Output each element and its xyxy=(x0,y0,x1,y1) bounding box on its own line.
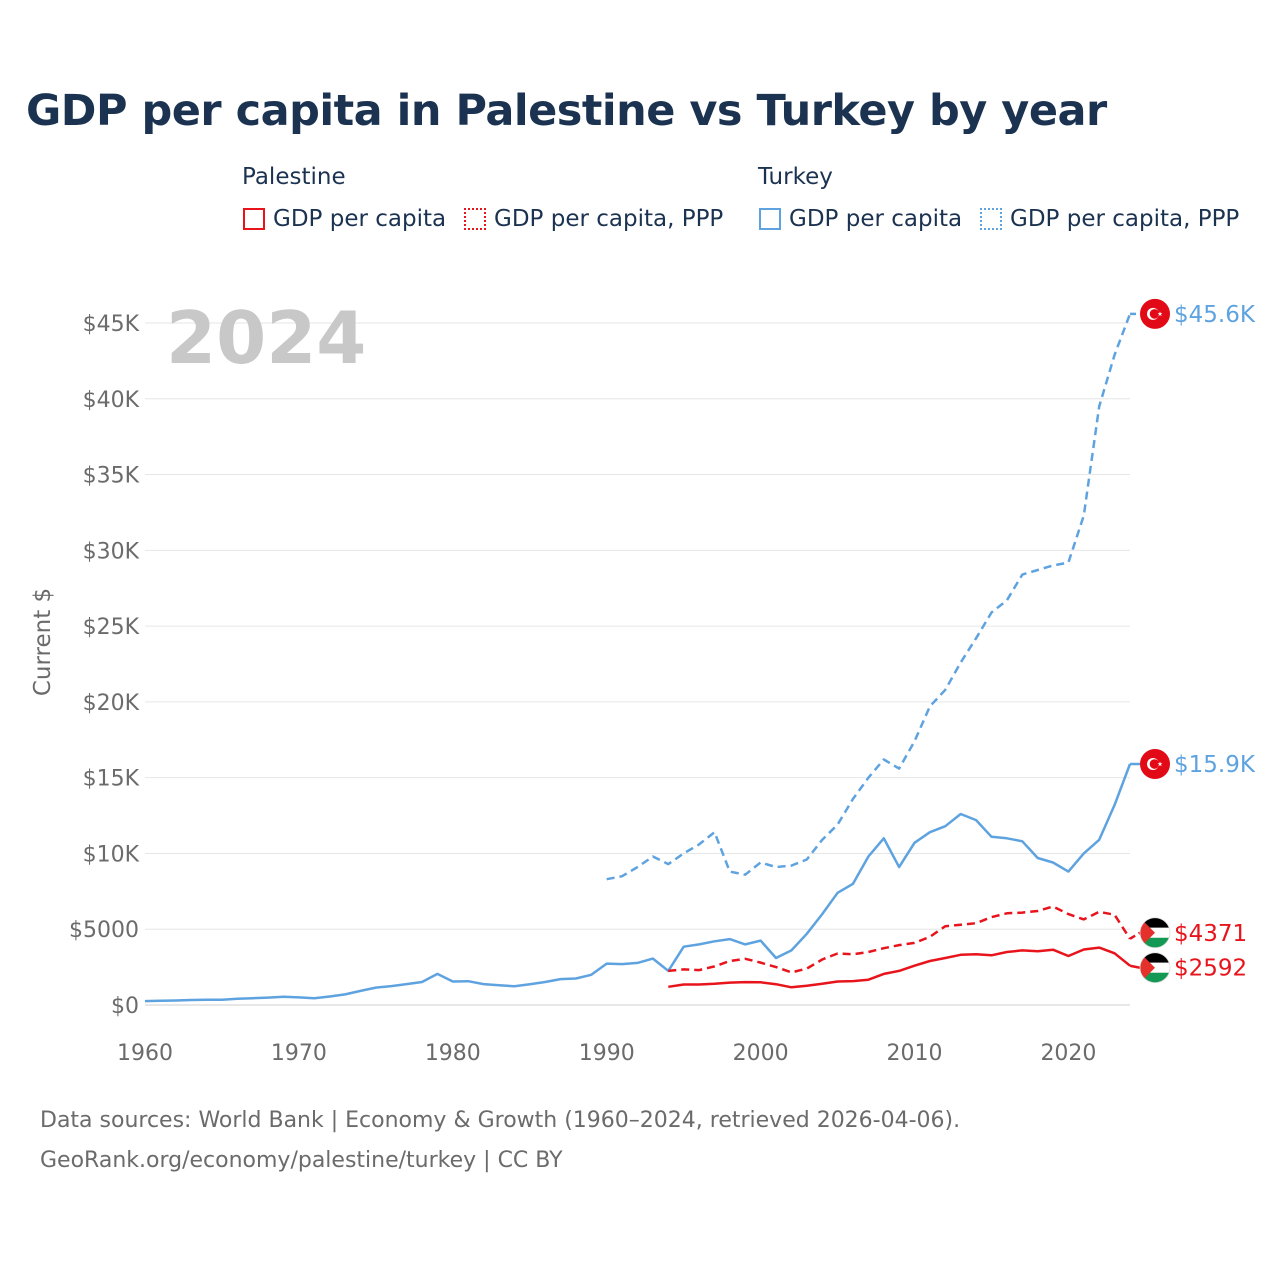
footer-credit: GeoRank.org/economy/palestine/turkey | C… xyxy=(40,1148,563,1173)
end-value-label: $15.9K xyxy=(1174,752,1256,778)
x-tick-label: 1990 xyxy=(579,1041,635,1066)
legend-group-turkey: Turkey xyxy=(758,164,833,190)
legend-label: GDP per capita xyxy=(273,206,447,232)
legend-label: GDP per capita xyxy=(789,206,963,232)
footer-sources: Data sources: World Bank | Economy & Gro… xyxy=(40,1108,961,1133)
end-connector xyxy=(1129,964,1141,969)
y-tick-label: $15K xyxy=(83,767,140,792)
palestine-flag-icon xyxy=(1139,917,1171,949)
legend-label: GDP per capita, PPP xyxy=(1010,206,1240,232)
legend-item-turkey-ppp[interactable]: GDP per capita, PPP xyxy=(980,204,1239,234)
turkey-flag-icon xyxy=(1140,749,1170,780)
series-line-palestine-dashed xyxy=(668,905,1132,974)
year-watermark: 2024 xyxy=(166,296,366,380)
legend-label: GDP per capita, PPP xyxy=(494,206,724,232)
x-tick-label: 2010 xyxy=(887,1041,943,1066)
turkey-flag-icon xyxy=(1140,298,1170,329)
y-tick-label: $0 xyxy=(111,994,139,1019)
chart-title: GDP per capita in Palestine vs Turkey by… xyxy=(26,86,1107,136)
x-tick-label: 1970 xyxy=(271,1041,327,1066)
legend-swatch-turkey-solid xyxy=(759,208,781,230)
y-tick-label: $5000 xyxy=(69,918,139,943)
series-layer xyxy=(144,313,1132,1003)
x-tick-label: 1960 xyxy=(117,1041,173,1066)
x-tick-label: 1980 xyxy=(425,1041,481,1066)
y-tick-label: $10K xyxy=(83,842,140,867)
x-tick-label: 2020 xyxy=(1040,1041,1096,1066)
y-tick-label: $20K xyxy=(83,691,140,716)
legend-swatch-palestine-dotted xyxy=(464,208,486,230)
legend-item-palestine-ppp[interactable]: GDP per capita, PPP xyxy=(464,204,723,234)
y-tick-label: $40K xyxy=(83,388,140,413)
y-tick-label: $30K xyxy=(83,539,140,564)
x-tick-label: 2000 xyxy=(733,1041,789,1066)
legend-item-turkey-gdp[interactable]: GDP per capita xyxy=(759,204,962,234)
end-value-label: $4371 xyxy=(1174,921,1247,947)
end-connector xyxy=(1129,931,1141,940)
y-axis-title: Current $ xyxy=(30,588,56,696)
series-line-turkey-dashed xyxy=(606,313,1132,881)
legend-swatch-palestine-solid xyxy=(243,208,265,230)
y-tick-label: $45K xyxy=(83,312,140,337)
grid-layer xyxy=(145,322,1130,1006)
series-line-palestine-solid xyxy=(668,946,1131,989)
series-line-turkey-solid xyxy=(144,763,1132,1003)
legend-group-palestine: Palestine xyxy=(242,164,346,190)
end-marker-layer: $15.9K $45.6K $2592 $4371 xyxy=(1129,298,1256,984)
y-tick-label: $25K xyxy=(83,615,140,640)
palestine-flag-icon xyxy=(1139,952,1171,984)
axis-layer: $0 $5000 $10K $15K $20K $25K $30K $35K $40K $45K 1… xyxy=(69,312,1096,1066)
legend-item-palestine-gdp[interactable]: GDP per capita xyxy=(243,204,446,234)
y-tick-label: $35K xyxy=(83,464,140,489)
end-value-label: $45.6K xyxy=(1174,302,1256,328)
end-value-label: $2592 xyxy=(1174,956,1247,982)
legend-swatch-turkey-dotted xyxy=(980,208,1002,230)
